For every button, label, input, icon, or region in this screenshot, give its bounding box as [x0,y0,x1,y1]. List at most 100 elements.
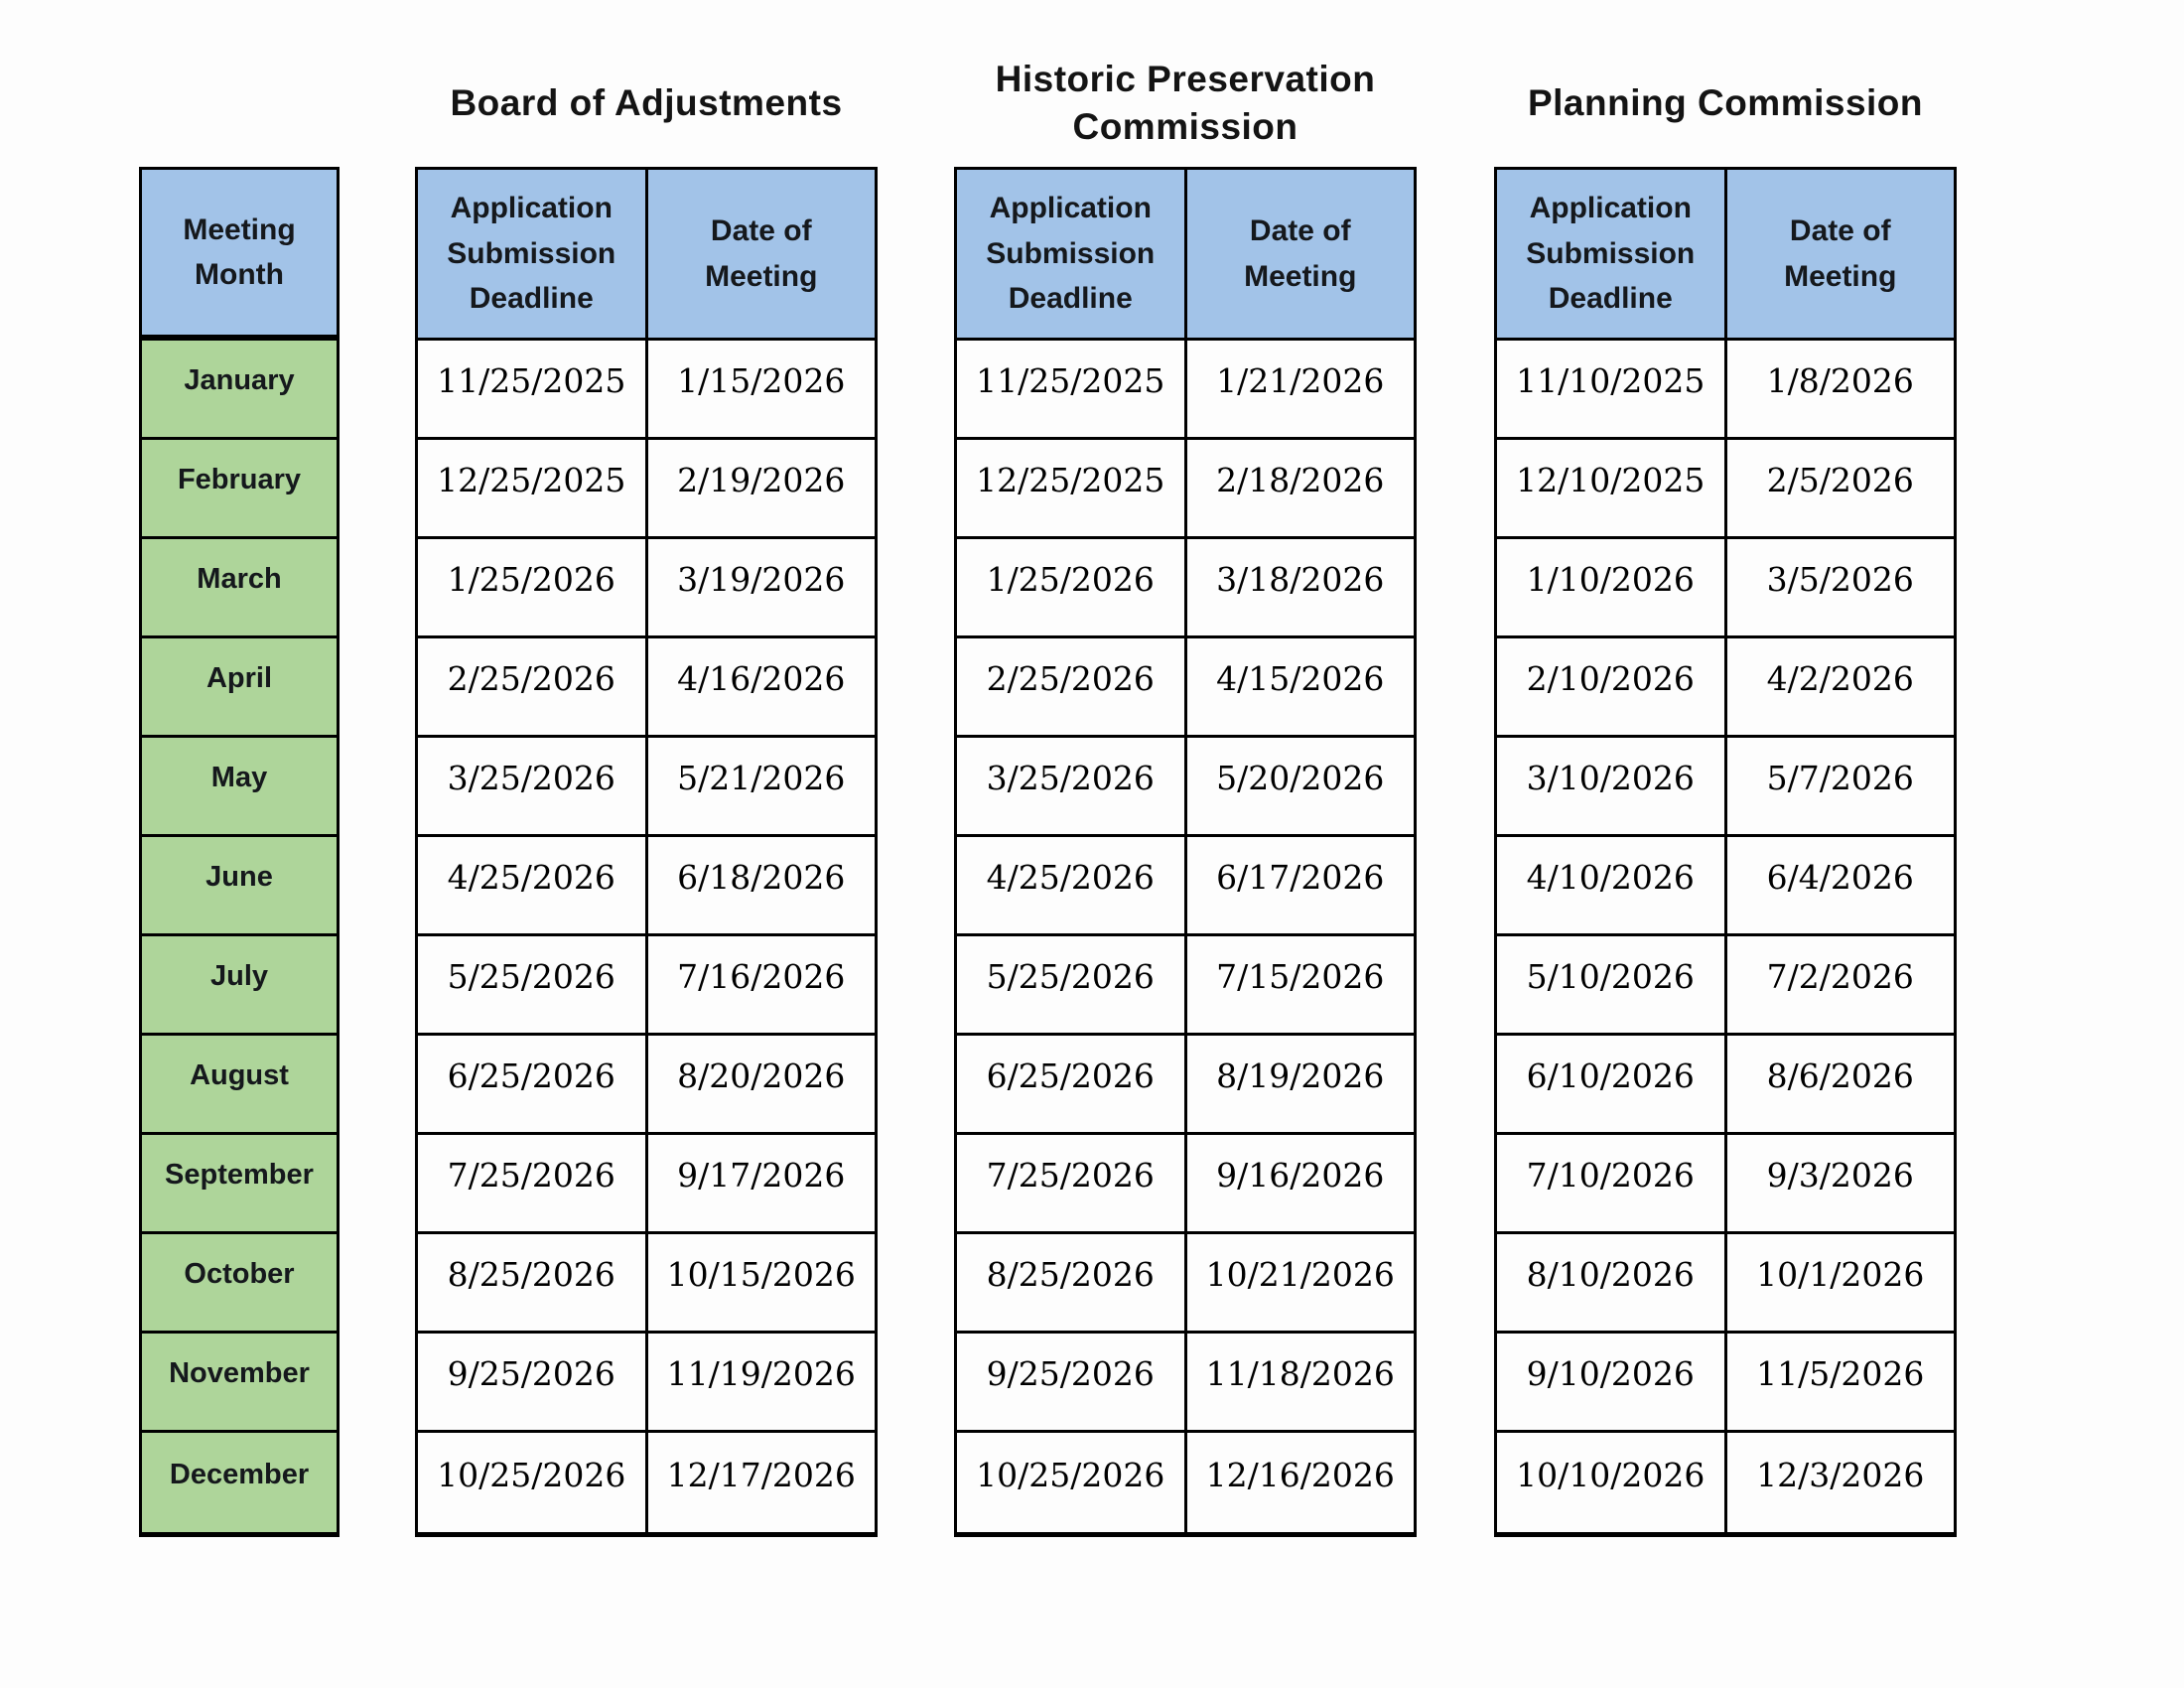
table-row-august: 6/25/2026 8/19/2026 [957,1036,1414,1135]
meeting-date-cell: 10/15/2026 [666,1255,856,1294]
meeting-date-cell: 6/17/2026 [1216,858,1385,897]
table-row-december: 10/25/2026 12/17/2026 [418,1433,875,1532]
table-row-april: 2/25/2026 4/15/2026 [957,638,1414,738]
column-header-label: Date of Meeting [705,213,818,293]
table-row-september: 7/10/2026 9/3/2026 [1497,1135,1954,1234]
table-header-row: Application Submission Deadline Date of … [957,170,1414,341]
table-row-september: 7/25/2026 9/16/2026 [957,1135,1414,1234]
deadline-cell: 12/25/2025 [418,440,648,536]
column-header-label: Application Submission Deadline [447,192,616,316]
table-row-october: 8/25/2026 10/15/2026 [418,1234,875,1334]
deadline-cell: 5/25/2026 [957,936,1187,1033]
table-title-planning-commission: Planning Commission [1527,81,1924,123]
meeting-date-cell: 10/1/2026 [1756,1255,1925,1294]
meeting-date-cell: 9/3/2026 [1766,1156,1914,1195]
deadline-cell: 7/25/2026 [418,1135,648,1231]
meeting-month-header-label: Meeting Month [183,213,296,291]
meeting-date-cell: 2/5/2026 [1766,461,1914,499]
month-cell-january: January [142,341,337,440]
deadline-cell: 7/10/2026 [1497,1135,1727,1231]
table-row-june: 4/25/2026 6/18/2026 [418,837,875,936]
meeting-date-cell: 7/15/2026 [1216,957,1385,996]
deadline-cell: 5/10/2026 [1497,936,1727,1033]
meeting-date-cell: 12/3/2026 [1756,1455,1925,1494]
meeting-date-cell: 11/18/2026 [1205,1354,1395,1393]
deadline-cell: 2/25/2026 [418,638,648,735]
deadline-cell: 4/10/2026 [1497,837,1727,933]
meeting-date-cell: 9/16/2026 [1216,1156,1385,1195]
meeting-date-cell: 5/20/2026 [1216,759,1385,797]
meeting-date-cell: 12/16/2026 [1205,1455,1395,1494]
column-header-label: Application Submission Deadline [986,192,1156,316]
table-row-november: 9/25/2026 11/19/2026 [418,1334,875,1433]
board-of-adjustments-table: Application Submission Deadline Date of … [415,167,878,1537]
meeting-date-cell: 5/21/2026 [677,759,846,797]
column-header-label: Date of Meeting [1244,213,1357,293]
table-row-july: 5/25/2026 7/15/2026 [957,936,1414,1036]
table-header-row: Application Submission Deadline Date of … [418,170,875,341]
table-row-october: 8/10/2026 10/1/2026 [1497,1234,1954,1334]
table-row-june: 4/10/2026 6/4/2026 [1497,837,1954,936]
meeting-date-cell: 11/19/2026 [666,1354,856,1393]
deadline-cell: 6/10/2026 [1497,1036,1727,1132]
month-cell-april: April [142,638,337,738]
table-title-historic-preservation-commission: Historic Preservation Commission [995,58,1376,147]
deadline-cell: 10/25/2026 [957,1433,1187,1532]
meeting-date-cell: 6/4/2026 [1766,858,1914,897]
meeting-date-cell: 9/17/2026 [677,1156,846,1195]
deadline-cell: 9/25/2026 [957,1334,1187,1430]
month-cell-september: September [142,1135,337,1234]
table-row-september: 7/25/2026 9/17/2026 [418,1135,875,1234]
column-header-date-of-meeting: Date of Meeting [1727,170,1955,338]
table-row-may: 3/25/2026 5/21/2026 [418,738,875,837]
deadline-cell: 12/25/2025 [957,440,1187,536]
month-cell-october: October [142,1234,337,1334]
meeting-date-cell: 4/2/2026 [1766,659,1914,698]
column-header-application-submission-deadline: Application Submission Deadline [1497,170,1727,338]
meeting-date-cell: 5/7/2026 [1766,759,1914,797]
table-row-february: 12/25/2025 2/19/2026 [418,440,875,539]
deadline-cell: 11/25/2025 [418,341,648,437]
deadline-cell: 9/25/2026 [418,1334,648,1430]
deadline-cell: 11/10/2025 [1497,341,1727,437]
table-row-june: 4/25/2026 6/17/2026 [957,837,1414,936]
deadline-cell: 10/10/2026 [1497,1433,1727,1532]
month-cell-may: May [142,738,337,837]
planning-commission-table: Application Submission Deadline Date of … [1494,167,1957,1537]
month-cell-august: August [142,1036,337,1135]
table-row-july: 5/25/2026 7/16/2026 [418,936,875,1036]
table-title-board-of-adjustments: Board of Adjustments [450,81,843,123]
month-cell-june: June [142,837,337,936]
meeting-date-cell: 3/19/2026 [677,560,846,599]
deadline-cell: 2/25/2026 [957,638,1187,735]
column-header-date-of-meeting: Date of Meeting [1187,170,1415,338]
deadline-cell: 8/10/2026 [1497,1234,1727,1331]
month-cell-march: March [142,539,337,638]
meeting-date-cell: 8/19/2026 [1216,1056,1385,1095]
table-row-july: 5/10/2026 7/2/2026 [1497,936,1954,1036]
table-row-january: 11/10/2025 1/8/2026 [1497,341,1954,440]
meeting-date-cell: 12/17/2026 [666,1455,856,1494]
deadline-cell: 8/25/2026 [418,1234,648,1331]
table-row-january: 11/25/2025 1/15/2026 [418,341,875,440]
column-header-date-of-meeting: Date of Meeting [648,170,876,338]
meeting-date-cell: 1/21/2026 [1216,361,1385,400]
month-cell-february: February [142,440,337,539]
meeting-date-cell: 2/19/2026 [677,461,846,499]
table-row-october: 8/25/2026 10/21/2026 [957,1234,1414,1334]
table-row-may: 3/10/2026 5/7/2026 [1497,738,1954,837]
deadline-cell: 6/25/2026 [957,1036,1187,1132]
meeting-date-cell: 4/15/2026 [1216,659,1385,698]
column-header-application-submission-deadline: Application Submission Deadline [418,170,648,338]
meeting-date-cell: 1/8/2026 [1766,361,1914,400]
meeting-date-cell: 10/21/2026 [1205,1255,1395,1294]
table-row-may: 3/25/2026 5/20/2026 [957,738,1414,837]
meeting-date-cell: 3/18/2026 [1216,560,1385,599]
column-header-label: Date of Meeting [1784,213,1897,293]
deadline-cell: 10/25/2026 [418,1433,648,1532]
month-cell-december: December [142,1433,337,1532]
table-row-january: 11/25/2025 1/21/2026 [957,341,1414,440]
deadline-cell: 1/10/2026 [1497,539,1727,635]
table-row-april: 2/10/2026 4/2/2026 [1497,638,1954,738]
table-row-december: 10/25/2026 12/16/2026 [957,1433,1414,1532]
